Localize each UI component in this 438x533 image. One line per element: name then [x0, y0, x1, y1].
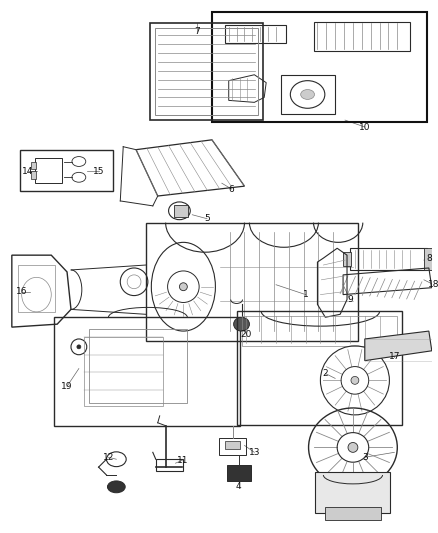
Bar [31, 161, 36, 169]
Text: 16: 16 [16, 287, 28, 296]
Bar [20, 150, 113, 191]
Ellipse shape [77, 345, 81, 349]
Text: 6: 6 [229, 184, 235, 193]
Bar [241, 316, 397, 346]
Bar [225, 26, 286, 43]
Text: 10: 10 [359, 123, 371, 132]
Text: 14: 14 [22, 167, 33, 176]
Text: 9: 9 [347, 295, 353, 304]
Bar [173, 205, 188, 217]
Bar [156, 459, 184, 471]
Bar [227, 465, 251, 481]
Polygon shape [365, 331, 432, 361]
Bar [365, 339, 432, 361]
Bar [281, 75, 335, 114]
Ellipse shape [107, 481, 125, 492]
Ellipse shape [351, 376, 359, 384]
Bar [150, 23, 263, 120]
Bar [35, 158, 62, 183]
Bar [31, 172, 36, 179]
Bar [315, 472, 390, 513]
Text: 19: 19 [61, 382, 73, 391]
Bar [212, 12, 427, 122]
Ellipse shape [348, 442, 358, 453]
Text: 8: 8 [426, 254, 432, 263]
Text: 13: 13 [249, 448, 260, 457]
Bar [325, 506, 381, 520]
Text: 7: 7 [194, 27, 200, 36]
Bar [237, 311, 402, 425]
Text: 20: 20 [241, 329, 252, 338]
Ellipse shape [180, 283, 187, 290]
Bar [219, 438, 247, 455]
Bar [84, 337, 162, 406]
Bar [343, 252, 351, 266]
Ellipse shape [300, 90, 314, 99]
Text: 17: 17 [389, 352, 400, 361]
Text: 15: 15 [93, 167, 104, 176]
Bar [424, 248, 438, 270]
Text: 12: 12 [103, 453, 114, 462]
Text: 3: 3 [362, 453, 367, 462]
Text: 18: 18 [428, 280, 438, 289]
Text: 11: 11 [177, 456, 188, 465]
Bar [350, 248, 427, 270]
Text: 5: 5 [204, 214, 210, 223]
Bar [155, 28, 258, 115]
Bar [314, 21, 410, 51]
Text: 1: 1 [303, 290, 308, 299]
Bar [18, 265, 55, 312]
Text: 4: 4 [236, 482, 241, 491]
Bar [146, 223, 358, 341]
Bar [225, 441, 240, 449]
Ellipse shape [233, 317, 249, 331]
Text: 2: 2 [322, 369, 328, 378]
Bar [54, 317, 240, 426]
Bar [89, 329, 187, 403]
